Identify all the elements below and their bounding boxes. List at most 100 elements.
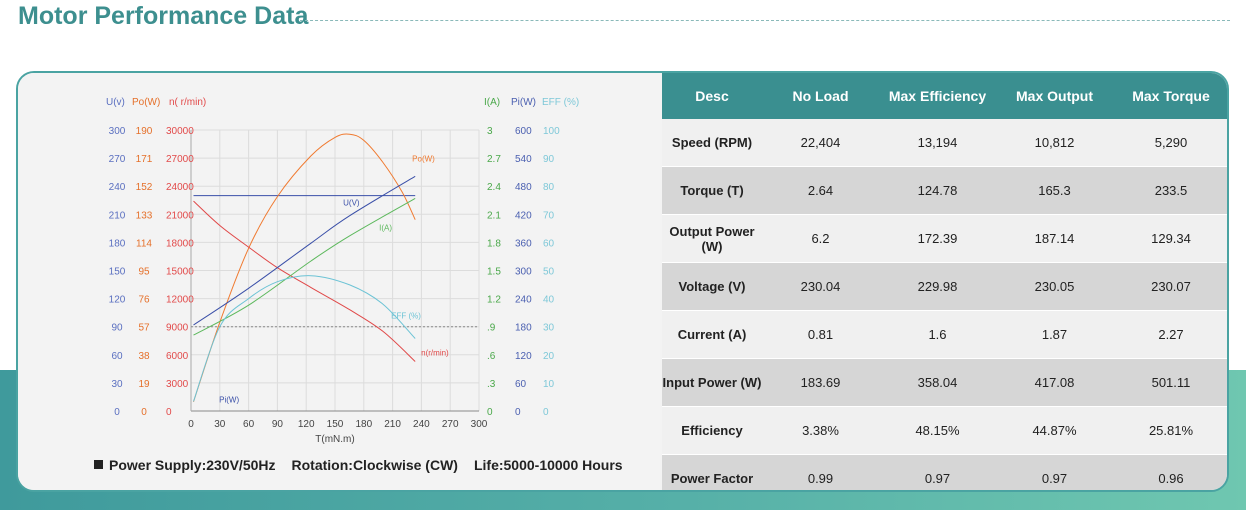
axis-header-U: U(v) — [106, 97, 125, 108]
table-cell: 124.78 — [879, 166, 996, 215]
table-cell: 230.07 — [1113, 262, 1227, 311]
column-header: Max Torque — [1113, 73, 1227, 119]
life-text: Life:5000-10000 Hours — [473, 457, 623, 473]
y-tick-label-Po: 133 — [136, 210, 153, 221]
y-tick-label-Pi: 540 — [515, 154, 532, 165]
table-cell: 129.34 — [1113, 214, 1227, 263]
y-tick-label-n: 9000 — [166, 323, 189, 334]
table-cell: 22,404 — [762, 119, 879, 167]
y-tick-label-Po: 19 — [138, 379, 150, 390]
y-tick-label-Pi: 420 — [515, 210, 532, 221]
y-tick-label-n: 0 — [166, 407, 172, 418]
y-tick-label-Pi: 480 — [515, 182, 532, 193]
column-header: Max Output — [996, 73, 1113, 119]
y-tick-label-I: 2.1 — [487, 210, 501, 221]
y-tick-label-EFF: 90 — [543, 154, 555, 165]
y-tick-label-I: 1.8 — [487, 238, 501, 249]
table-cell: 13,194 — [879, 119, 996, 167]
y-tick-label-U: 180 — [109, 238, 126, 249]
axis-header-n: n( r/min) — [169, 97, 206, 108]
power-supply-text: Power Supply:230V/50Hz — [109, 457, 276, 473]
y-tick-label-I: 1.5 — [487, 267, 501, 278]
y-tick-label-I: .6 — [487, 351, 496, 362]
y-tick-label-I: 0 — [487, 407, 493, 418]
spec-table: Desc No Load Max Efficiency Max Output Max T… — [662, 73, 1227, 490]
y-tick-label-I: .9 — [487, 323, 496, 334]
column-header: Max Efficiency — [879, 73, 996, 119]
table-cell: 3.38% — [762, 406, 879, 455]
table-cell: 1.87 — [996, 310, 1113, 359]
rotation-text: Rotation:Clockwise (CW) — [291, 457, 458, 473]
y-tick-label-I: .3 — [487, 379, 496, 390]
table-cell: 5,290 — [1113, 119, 1227, 167]
y-tick-label-U: 240 — [109, 182, 126, 193]
column-header: Desc — [662, 73, 762, 119]
page-title: Motor Performance Data — [18, 2, 309, 30]
table-row: Current (A) 0.81 1.6 1.87 2.27 — [662, 310, 1227, 359]
performance-chart: 0 30 60 90 120 150 180 210 240 270 300 T(mN.m) 0 30 60… — [106, 97, 579, 445]
table-header-row: Desc No Load Max Efficiency Max Output Max T… — [662, 73, 1227, 119]
y-tick-label-EFF: 100 — [543, 126, 560, 137]
table-cell: 0.99 — [762, 454, 879, 490]
row-label: Speed (RPM) — [662, 119, 762, 167]
y-tick-label-Pi: 0 — [515, 407, 521, 418]
y-tick-label-Pi: 300 — [515, 267, 532, 278]
axis-header-I: I(A) — [484, 97, 500, 108]
table-cell: 165.3 — [996, 166, 1113, 215]
y-tick-label-I: 2.7 — [487, 154, 501, 165]
y-tick-label-U: 270 — [109, 154, 126, 165]
table-row: Output Power (W) 6.2 172.39 187.14 129.34 — [662, 214, 1227, 263]
x-tick-label: 0 — [188, 419, 194, 430]
y-tick-label-Po: 190 — [136, 126, 153, 137]
y-tick-label-n: 6000 — [166, 351, 189, 362]
table-cell: 501.11 — [1113, 358, 1227, 407]
table-cell: 25.81% — [1113, 406, 1227, 455]
series-label-Pi: Pi(W) — [219, 395, 239, 404]
table-row: Torque (T) 2.64 124.78 165.3 233.5 — [662, 166, 1227, 215]
table-cell: 10,812 — [996, 119, 1113, 167]
table-cell: 0.97 — [879, 454, 996, 490]
y-tick-label-EFF: 80 — [543, 182, 555, 193]
chart-panel: 0 30 60 90 120 150 180 210 240 270 300 T(mN.m) 0 30 60… — [18, 73, 662, 490]
y-tick-label-Pi: 120 — [515, 351, 532, 362]
column-header: No Load — [762, 73, 879, 119]
y-tick-label-EFF: 0 — [543, 407, 549, 418]
y-tick-label-I: 1.2 — [487, 295, 501, 306]
x-tick-label: 30 — [214, 419, 226, 430]
axis-header-EFF: EFF (%) — [542, 97, 579, 108]
x-axis-label: T(mN.m) — [315, 434, 354, 445]
series-line-Po — [193, 133, 416, 402]
y-tick-label-Po: 38 — [138, 351, 150, 362]
axis-header-Pi: Pi(W) — [511, 97, 536, 108]
y-tick-label-U: 150 — [109, 267, 126, 278]
x-tick-label: 210 — [384, 419, 401, 430]
table-cell: 172.39 — [879, 214, 996, 263]
y-tick-label-n: 15000 — [166, 267, 194, 278]
row-label: Output Power (W) — [662, 214, 762, 263]
table-cell: 48.15% — [879, 406, 996, 455]
y-tick-label-n: 27000 — [166, 154, 194, 165]
y-tick-label-EFF: 30 — [543, 323, 555, 334]
table-cell: 233.5 — [1113, 166, 1227, 215]
series-label-I: I(A) — [379, 223, 392, 232]
title-divider — [300, 20, 1230, 21]
y-tick-label-U: 120 — [109, 295, 126, 306]
x-tick-label: 60 — [243, 419, 255, 430]
table-row: Power Factor 0.99 0.97 0.97 0.96 — [662, 454, 1227, 490]
y-tick-label-I: 2.4 — [487, 182, 501, 193]
y-tick-label-EFF: 70 — [543, 210, 555, 221]
table-cell: 0.81 — [762, 310, 879, 359]
x-tick-label: 180 — [355, 419, 372, 430]
table-cell: 230.04 — [762, 262, 879, 311]
y-tick-label-Po: 76 — [138, 295, 150, 306]
x-tick-label: 150 — [327, 419, 344, 430]
y-tick-label-U: 300 — [109, 126, 126, 137]
row-label: Power Factor — [662, 454, 762, 490]
y-tick-label-EFF: 40 — [543, 295, 555, 306]
y-tick-label-Po: 171 — [136, 154, 153, 165]
series-label-Po: Po(W) — [412, 155, 435, 164]
series-label-EFF: EFF (%) — [391, 311, 421, 320]
y-tick-label-Pi: 240 — [515, 295, 532, 306]
table-cell: 183.69 — [762, 358, 879, 407]
x-tick-label: 300 — [471, 419, 488, 430]
